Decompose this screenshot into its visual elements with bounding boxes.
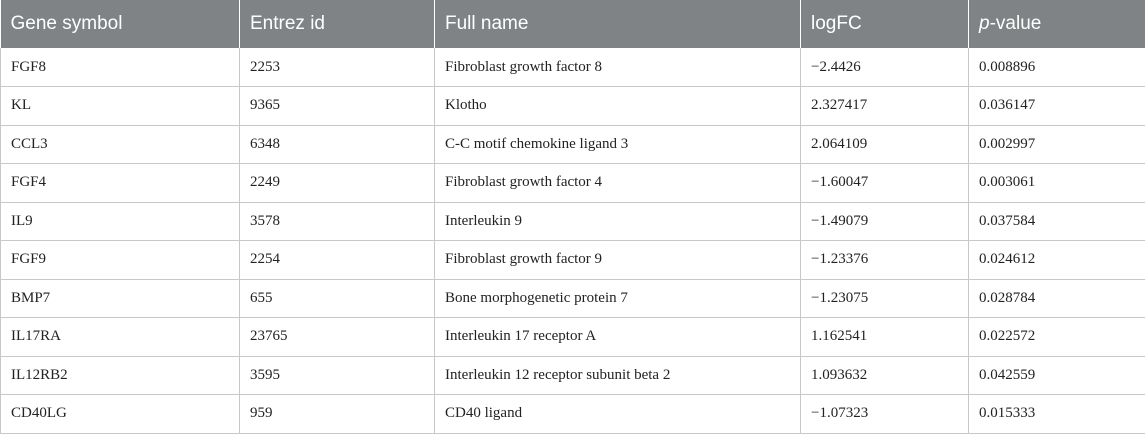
cell-gene-symbol: FGF8	[1, 48, 240, 87]
cell-p-value: 0.015333	[969, 395, 1145, 434]
header-full-name: Full name	[435, 0, 801, 48]
cell-gene-symbol: IL17RA	[1, 318, 240, 357]
cell-entrez-id: 3595	[240, 356, 435, 395]
cell-gene-symbol: FGF4	[1, 164, 240, 203]
cell-logfc: −2.4426	[801, 48, 969, 87]
header-gene-symbol: Gene symbol	[1, 0, 240, 48]
cell-entrez-id: 6348	[240, 125, 435, 164]
cell-p-value: 0.002997	[969, 125, 1145, 164]
cell-entrez-id: 655	[240, 279, 435, 318]
cell-p-value: 0.008896	[969, 48, 1145, 87]
cell-full-name: Interleukin 17 receptor A	[435, 318, 801, 357]
cell-p-value: 0.036147	[969, 87, 1145, 126]
cell-entrez-id: 3578	[240, 202, 435, 241]
cell-logfc: 1.093632	[801, 356, 969, 395]
cell-p-value: 0.028784	[969, 279, 1145, 318]
cell-full-name: Interleukin 12 receptor subunit beta 2	[435, 356, 801, 395]
cell-logfc: −1.49079	[801, 202, 969, 241]
cell-gene-symbol: KL	[1, 87, 240, 126]
cell-logfc: −1.07323	[801, 395, 969, 434]
cell-logfc: 2.327417	[801, 87, 969, 126]
cell-p-value: 0.042559	[969, 356, 1145, 395]
cell-full-name: C-C motif chemokine ligand 3	[435, 125, 801, 164]
cell-entrez-id: 959	[240, 395, 435, 434]
header-row: Gene symbol Entrez id Full name logFC p-…	[1, 0, 1145, 48]
cell-full-name: Interleukin 9	[435, 202, 801, 241]
cell-gene-symbol: CCL3	[1, 125, 240, 164]
cell-p-value: 0.003061	[969, 164, 1145, 203]
cell-p-value: 0.022572	[969, 318, 1145, 357]
cell-gene-symbol: FGF9	[1, 241, 240, 280]
cell-entrez-id: 2254	[240, 241, 435, 280]
table-header: Gene symbol Entrez id Full name logFC p-…	[1, 0, 1145, 48]
header-p-value: p-value	[969, 0, 1145, 48]
cell-entrez-id: 9365	[240, 87, 435, 126]
header-p-value-suffix: -value	[990, 13, 1042, 34]
cell-p-value: 0.037584	[969, 202, 1145, 241]
cell-entrez-id: 2249	[240, 164, 435, 203]
cell-logfc: 2.064109	[801, 125, 969, 164]
cell-logfc: −1.23075	[801, 279, 969, 318]
cell-gene-symbol: CD40LG	[1, 395, 240, 434]
cell-logfc: −1.60047	[801, 164, 969, 203]
cell-full-name: Klotho	[435, 87, 801, 126]
cell-p-value: 0.024612	[969, 241, 1145, 280]
cell-logfc: −1.23376	[801, 241, 969, 280]
cell-logfc: 1.162541	[801, 318, 969, 357]
cell-full-name: CD40 ligand	[435, 395, 801, 434]
cell-full-name: Fibroblast growth factor 4	[435, 164, 801, 203]
header-logfc: logFC	[801, 0, 969, 48]
cell-entrez-id: 2253	[240, 48, 435, 87]
cell-full-name: Bone morphogenetic protein 7	[435, 279, 801, 318]
header-entrez-id: Entrez id	[240, 0, 435, 48]
cell-entrez-id: 23765	[240, 318, 435, 357]
cell-gene-symbol: IL12RB2	[1, 356, 240, 395]
cell-full-name: Fibroblast growth factor 8	[435, 48, 801, 87]
cell-full-name: Fibroblast growth factor 9	[435, 241, 801, 280]
cell-gene-symbol: BMP7	[1, 279, 240, 318]
header-p-value-prefix: p	[979, 13, 990, 34]
cell-gene-symbol: IL9	[1, 202, 240, 241]
